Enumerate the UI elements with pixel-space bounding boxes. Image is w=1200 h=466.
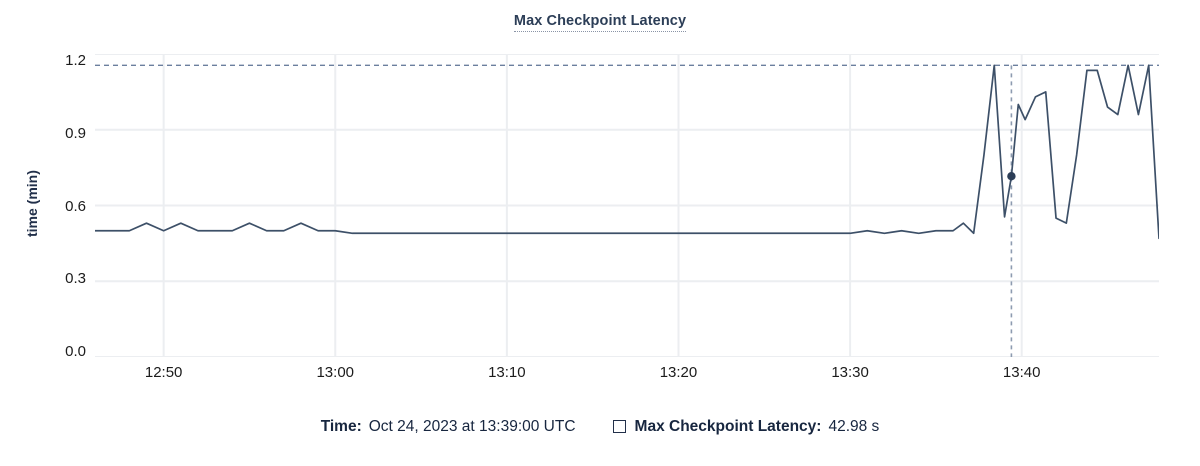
highlight-point-marker[interactable]	[1007, 172, 1016, 181]
footer-time-value: Oct 24, 2023 at 13:39:00 UTC	[368, 418, 576, 435]
x-tick-label: 13:10	[488, 364, 526, 381]
chart-title-text: Max Checkpoint Latency	[513, 13, 687, 32]
series-line[interactable]	[95, 64, 1159, 240]
legend-series-value: 42.98 s	[828, 418, 880, 435]
x-tick-label: 13:20	[659, 364, 698, 381]
footer-time-group: Time: Oct 24, 2023 at 13:39:00 UTC	[321, 418, 576, 436]
chart-canvas[interactable]	[95, 54, 1159, 357]
x-tick-label: 12:50	[144, 364, 183, 381]
y-axis-tick-labels: 1.2 0.9 0.6 0.3 0.0	[42, 0, 86, 466]
y-tick-label: 0.3	[65, 270, 86, 287]
chart-footer: Time: Oct 24, 2023 at 13:39:00 UTC Max C…	[0, 418, 1200, 436]
legend-item[interactable]: Max Checkpoint Latency: 42.98 s	[612, 418, 880, 436]
legend-series-label: Max Checkpoint Latency:	[634, 418, 822, 435]
footer-time-label: Time:	[320, 418, 362, 435]
y-tick-label: 0.6	[65, 198, 86, 215]
x-tick-label: 13:00	[316, 364, 355, 381]
x-tick-label: 13:40	[1002, 364, 1041, 381]
y-tick-label: 1.2	[65, 52, 86, 69]
plot-area[interactable]	[95, 54, 1159, 357]
x-tick-label: 13:30	[831, 364, 869, 381]
y-tick-label: 0.9	[65, 125, 86, 142]
y-tick-label: 0.0	[65, 343, 86, 360]
legend-square-icon[interactable]	[612, 419, 626, 433]
chart-title: Max Checkpoint Latency	[0, 13, 1200, 32]
